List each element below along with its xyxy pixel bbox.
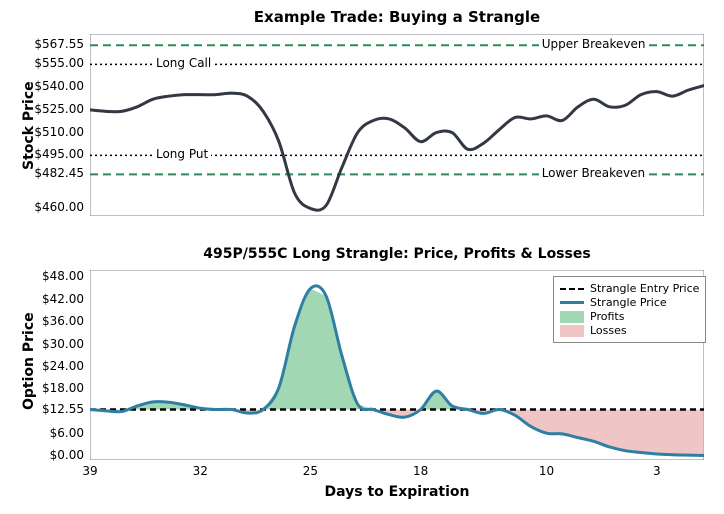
hline-label: Long Call (153, 56, 214, 70)
ytick-label: $6.00 (24, 426, 84, 440)
ytick-label: $460.00 (24, 200, 84, 214)
legend-loss-patch (560, 325, 584, 337)
xtick-label: 39 (80, 464, 100, 478)
ytick-label: $30.00 (24, 337, 84, 351)
xtick-label: 25 (300, 464, 320, 478)
legend-entry-price: Strangle Entry Price (560, 282, 699, 295)
legend-entry-label: Strangle Entry Price (590, 282, 699, 295)
legend-entry-swatch (560, 288, 584, 290)
xlabel: Days to Expiration (90, 484, 704, 500)
xtick-label: 10 (537, 464, 557, 478)
ytick-label: $555.00 (24, 56, 84, 70)
bottom-chart-title: 495P/555C Long Strangle: Price, Profits … (90, 246, 704, 262)
ytick-label: $495.00 (24, 147, 84, 161)
ytick-label: $48.00 (24, 269, 84, 283)
ytick-label: $567.55 (24, 37, 84, 51)
ytick-label: $18.00 (24, 381, 84, 395)
legend-strangle-price: Strangle Price (560, 296, 699, 309)
ytick-label: $36.00 (24, 314, 84, 328)
ytick-label: $42.00 (24, 292, 84, 306)
legend-profit-label: Profits (590, 310, 624, 323)
legend-strangle-label: Strangle Price (590, 296, 667, 309)
legend-losses: Losses (560, 324, 699, 337)
legend-loss-label: Losses (590, 324, 627, 337)
top-chart-title: Example Trade: Buying a Strangle (90, 8, 704, 26)
xtick-label: 18 (411, 464, 431, 478)
ytick-label: $540.00 (24, 79, 84, 93)
legend-profit-patch (560, 311, 584, 323)
ytick-label: $0.00 (24, 448, 84, 462)
legend: Strangle Entry Price Strangle Price Prof… (553, 276, 706, 343)
hline-label: Lower Breakeven (539, 166, 648, 180)
xtick-label: 3 (647, 464, 667, 478)
hline-label: Long Put (153, 147, 211, 161)
ytick-label: $24.00 (24, 359, 84, 373)
ytick-label: $510.00 (24, 125, 84, 139)
ytick-label: $525.00 (24, 102, 84, 116)
legend-profits: Profits (560, 310, 699, 323)
hline-label: Upper Breakeven (539, 37, 649, 51)
ytick-label: $482.45 (24, 166, 84, 180)
ytick-label: $12.55 (24, 402, 84, 416)
xtick-label: 32 (190, 464, 210, 478)
legend-strangle-swatch (560, 301, 584, 304)
